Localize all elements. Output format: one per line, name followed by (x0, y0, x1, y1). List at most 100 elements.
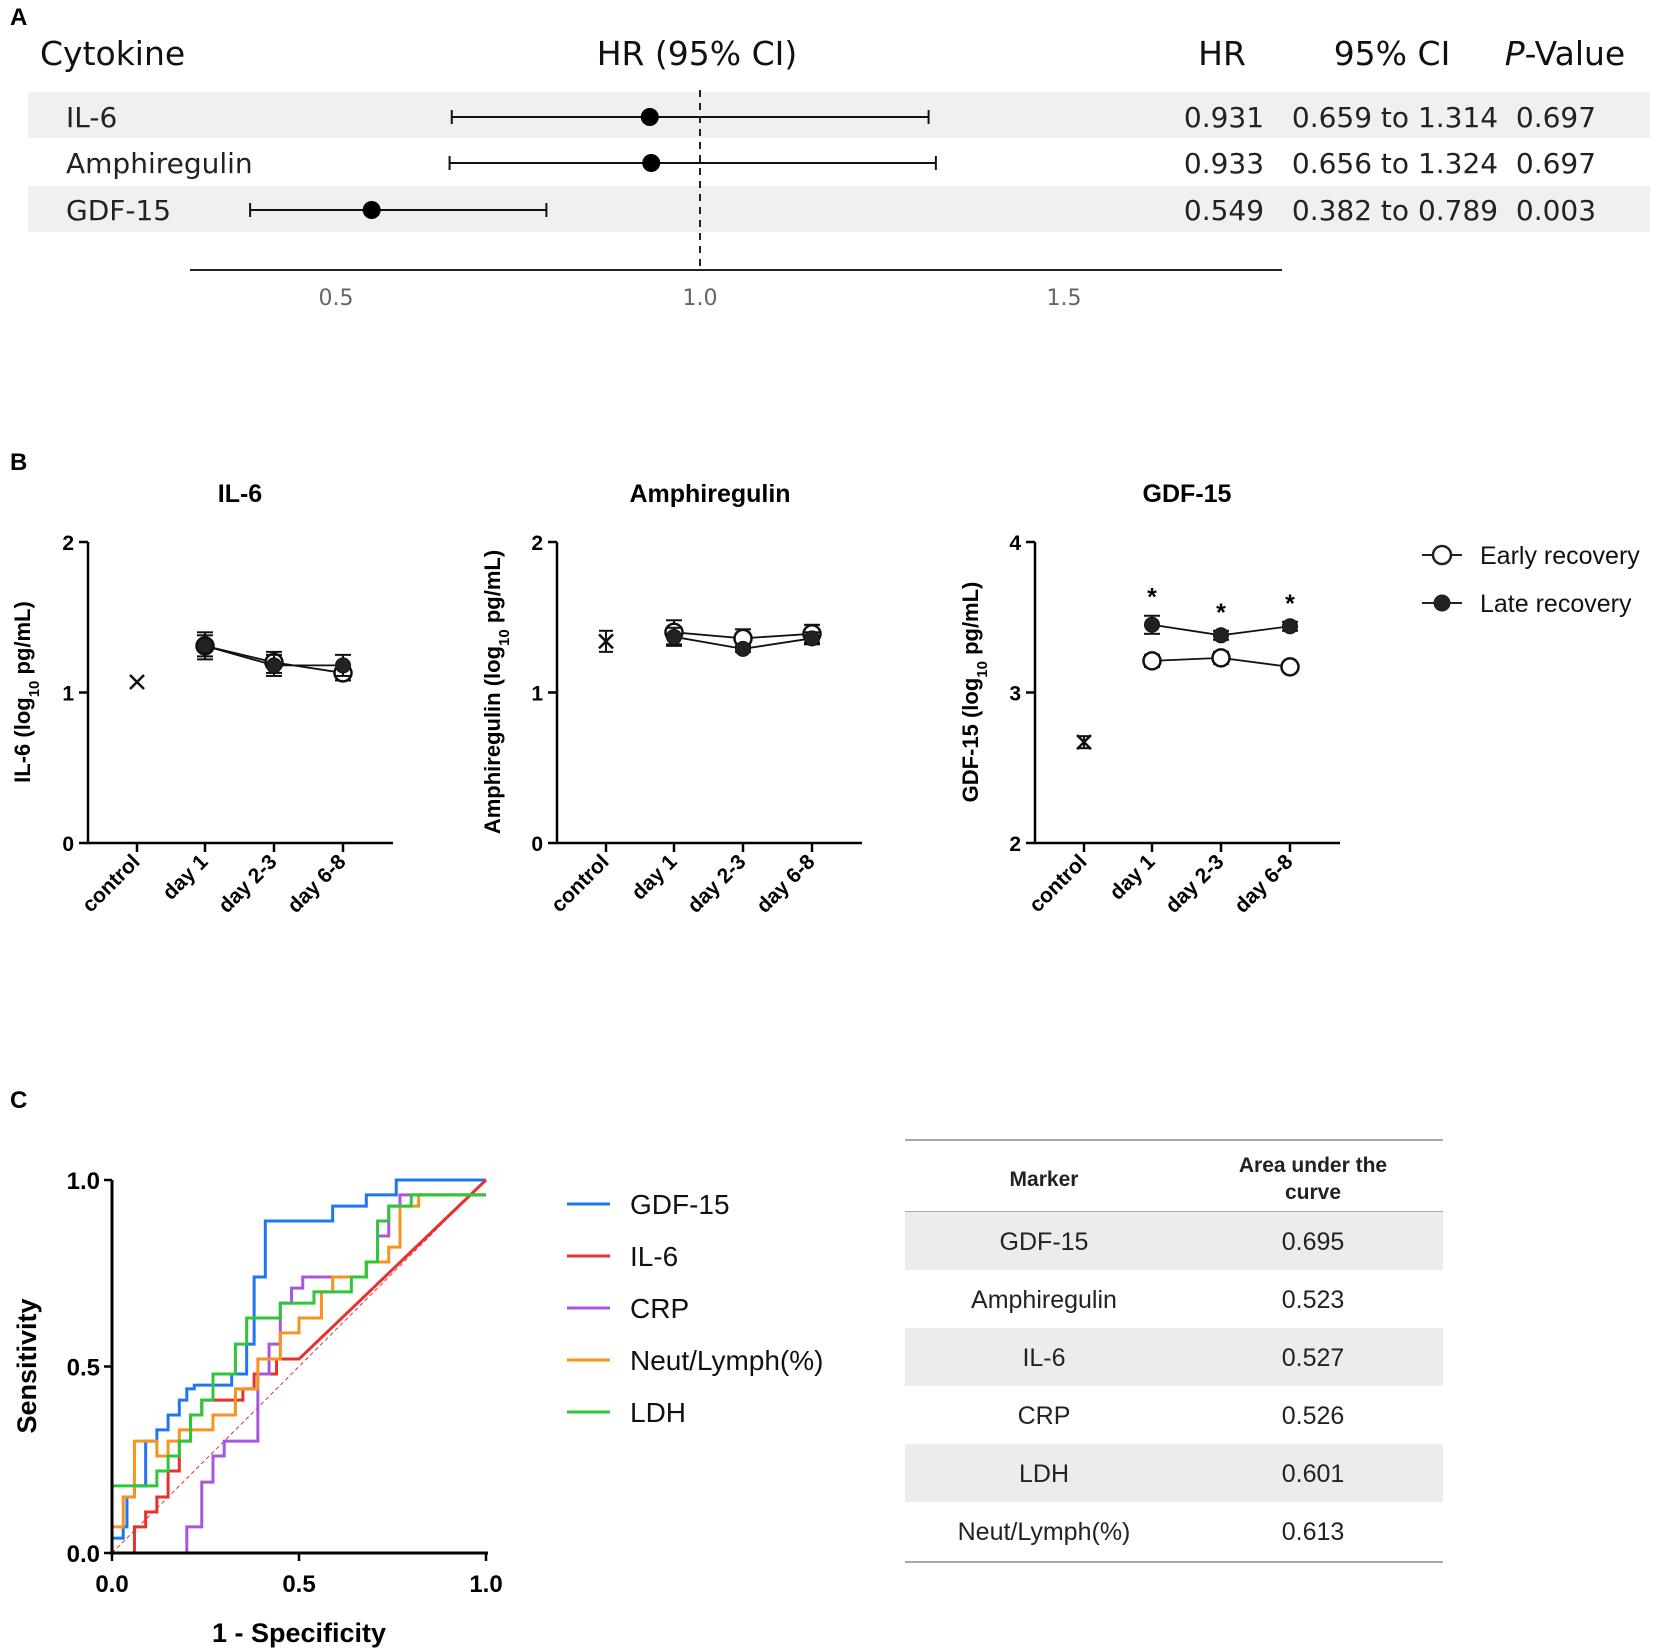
forest-hr-value: 0.931 (1184, 101, 1264, 134)
late-recovery-point (666, 628, 682, 645)
roc-curve (112, 1193, 486, 1555)
y-axis-label-sub: 10 (496, 629, 513, 646)
x-tick-label: day 1 (158, 850, 212, 904)
y-tick-label: 4 (1009, 532, 1021, 555)
roc-chart: 0.0 0.5 1.0 0.0 0.5 1.0 1 - Specificity Sensi… (12, 1168, 823, 1648)
x-tick-label: day 6-8 (752, 850, 820, 918)
late-recovery-point (1213, 627, 1229, 644)
forest-x-tick: 0.5 (319, 286, 354, 311)
roc-curve (110, 1193, 486, 1512)
early-recovery-point (1142, 651, 1162, 671)
late-recovery-point (735, 640, 751, 657)
roc-curve (112, 1193, 486, 1529)
table-cell-auc: 0.695 (1282, 1228, 1345, 1256)
chart-title: GDF-15 (1143, 480, 1232, 508)
control-marker (129, 674, 145, 690)
roc-y-label: Sensitivity (12, 1298, 42, 1433)
forest-x-tick: 1.5 (1047, 286, 1082, 311)
x-tick-label: day 1 (1105, 850, 1159, 904)
y-axis-label-tail: pg/mL) (10, 601, 35, 680)
table-cell-auc: 0.523 (1282, 1286, 1345, 1314)
y-axis-label-sub: 10 (974, 661, 991, 678)
panel-letter-b: B (10, 449, 27, 476)
significance-star: * (1285, 590, 1295, 618)
y-axis-label-head: Amphiregulin (log (480, 646, 505, 834)
header-hr-ci-plot: HR (95% CI) (597, 34, 798, 73)
forest-row-label: GDF-15 (66, 194, 171, 227)
late-recovery-point (804, 630, 820, 647)
table-header-auc-line1: Area under the (1239, 1154, 1387, 1177)
line-chart: Amphiregulin 0 1 2 control day 1 day 2-3 day 6-… (480, 480, 862, 918)
table-cell-marker: CRP (1018, 1402, 1071, 1430)
chart-title: Amphiregulin (629, 480, 790, 508)
roc-legend-label: CRP (630, 1293, 689, 1324)
table-header-marker: Marker (1010, 1168, 1079, 1191)
early-recovery-point (1211, 648, 1231, 668)
table-cell-marker: Neut/Lymph(%) (958, 1518, 1131, 1546)
panel-letter-a: A (10, 4, 27, 31)
late-recovery-point (266, 657, 282, 674)
forest-hr-point (642, 154, 661, 172)
y-tick-label: 2 (62, 532, 74, 555)
legend-late-label: Late recovery (1480, 590, 1632, 618)
y-axis-label-head: IL-6 (log (10, 697, 35, 783)
forest-row: IL-6 0.931 0.659 to 1.314 0.697 (28, 92, 1650, 138)
x-tick-label: day 1 (627, 850, 681, 904)
table-row: IL-6 0.527 (905, 1328, 1443, 1386)
forest-p-value: 0.003 (1516, 194, 1596, 227)
forest-hr-value: 0.933 (1184, 147, 1264, 180)
forest-hr-value: 0.549 (1184, 194, 1264, 227)
forest-ci-value: 0.656 to 1.324 (1292, 147, 1498, 180)
header-p-value: P-Value (1505, 34, 1626, 73)
x-tick-label: day 2-3 (214, 850, 281, 917)
roc-legend-label: GDF-15 (630, 1189, 730, 1220)
table-cell-auc: 0.601 (1282, 1460, 1345, 1488)
y-tick-label: 1 (62, 683, 74, 706)
forest-x-tick: 1.0 (683, 286, 718, 311)
forest-row-label: Amphiregulin (66, 147, 253, 180)
roc-x-tick-label: 0.5 (282, 1571, 315, 1598)
significance-star: * (1216, 599, 1226, 627)
x-tick-label: control (547, 850, 614, 917)
roc-x-tick-label: 0.0 (95, 1571, 128, 1598)
y-axis-label-tail: pg/mL) (958, 582, 983, 661)
forest-row: GDF-15 0.549 0.382 to 0.789 0.003 (28, 186, 1650, 232)
header-hr: HR (1198, 34, 1246, 73)
y-tick-label: 1 (531, 683, 543, 706)
legend-early-label: Early recovery (1480, 542, 1640, 570)
legend-late-marker (1433, 594, 1451, 612)
roc-legend-label: Neut/Lymph(%) (630, 1345, 823, 1376)
line-chart: GDF-15 2 3 4 control day 1 day 2-3 day 6-8 GDF-1… (958, 480, 1340, 918)
y-tick-label: 0 (62, 833, 74, 856)
forest-ci-value: 0.382 to 0.789 (1292, 194, 1498, 227)
table-row: Amphiregulin 0.523 (971, 1286, 1344, 1314)
table-row-shading (905, 1328, 1443, 1386)
significance-star: * (1147, 584, 1157, 612)
panel-letter-c: C (10, 1087, 27, 1114)
late-recovery-point (1282, 618, 1298, 635)
table-row-shading (905, 1212, 1443, 1270)
forest-row-label: IL-6 (66, 101, 117, 134)
early-recovery-point (1280, 657, 1300, 677)
control-marker (598, 633, 614, 650)
table-cell-auc: 0.527 (1282, 1344, 1345, 1372)
table-header-auc-line2: curve (1285, 1181, 1341, 1204)
y-tick-label: 0 (531, 833, 543, 856)
x-tick-label: control (78, 850, 145, 917)
header-cytokine: Cytokine (40, 34, 185, 73)
table-cell-auc: 0.526 (1282, 1402, 1345, 1430)
recovery-legend: Early recovery Late recovery (1422, 542, 1640, 618)
y-axis-label-head: GDF-15 (log (958, 678, 983, 803)
y-axis-label: GDF-15 (log10 pg/mL) (958, 582, 991, 803)
forest-hr-point (640, 108, 659, 126)
late-recovery-point (335, 657, 351, 674)
auc-table: Marker Area under the curve GDF-15 0.695 A… (905, 1139, 1443, 1563)
control-marker (1076, 734, 1092, 751)
forest-p-value: 0.697 (1516, 147, 1596, 180)
table-cell-marker: IL-6 (1022, 1344, 1065, 1372)
header-ci: 95% CI (1334, 34, 1451, 73)
table-row: Neut/Lymph(%) 0.613 (958, 1518, 1345, 1546)
legend-early-marker (1431, 544, 1453, 566)
forest-p-value: 0.697 (1516, 101, 1596, 134)
chart-title: IL-6 (218, 480, 262, 508)
